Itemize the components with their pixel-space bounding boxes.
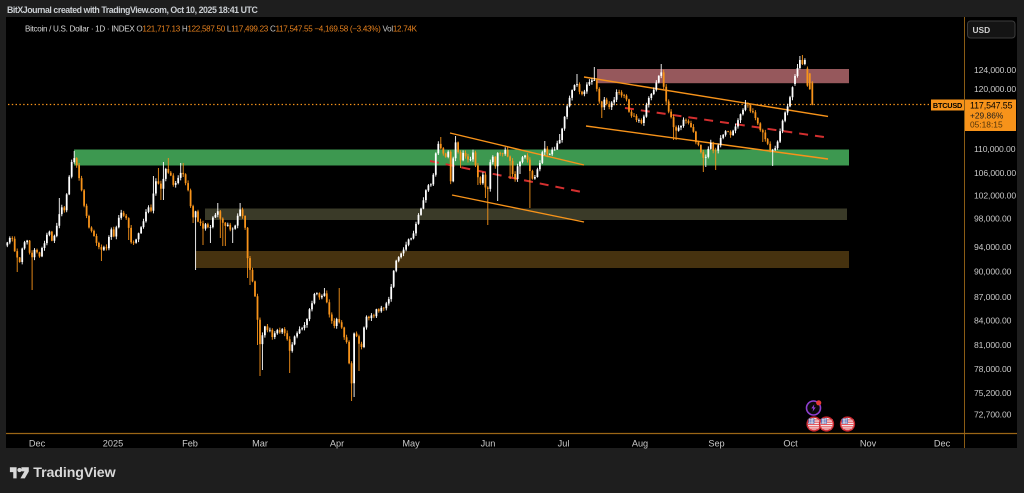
svg-text:72,700.00: 72,700.00 <box>974 410 1012 420</box>
svg-text:2025: 2025 <box>103 438 123 448</box>
svg-text:Aug: Aug <box>632 438 648 448</box>
svg-text:Nov: Nov <box>860 438 877 448</box>
svg-text:Feb: Feb <box>182 438 198 448</box>
svg-text:102,000.00: 102,000.00 <box>974 191 1016 201</box>
svg-text:Jul: Jul <box>558 438 570 448</box>
svg-text:84,000.00: 84,000.00 <box>974 316 1012 326</box>
svg-text:05:18:15: 05:18:15 <box>970 120 1003 130</box>
svg-text:120,000.00: 120,000.00 <box>974 84 1016 94</box>
svg-text:Oct: Oct <box>783 438 798 448</box>
svg-text:Apr: Apr <box>330 438 344 448</box>
svg-text:94,000.00: 94,000.00 <box>974 242 1012 252</box>
svg-text:May: May <box>402 438 420 448</box>
svg-text:75,200.00: 75,200.00 <box>974 388 1012 398</box>
svg-text:Mar: Mar <box>252 438 268 448</box>
svg-text:81,000.00: 81,000.00 <box>974 340 1012 350</box>
svg-text:Dec: Dec <box>934 438 951 448</box>
svg-text:Sep: Sep <box>708 438 724 448</box>
svg-text:106,000.00: 106,000.00 <box>974 168 1016 178</box>
svg-text:Bitcoin / U.S. Dollar · 1D · I: Bitcoin / U.S. Dollar · 1D · INDEX O121,… <box>25 25 418 34</box>
svg-text:Jun: Jun <box>481 438 496 448</box>
svg-text:TradingView: TradingView <box>33 465 116 481</box>
svg-text:117,547.55: 117,547.55 <box>970 101 1013 111</box>
svg-text:+29.86%: +29.86% <box>970 111 1004 121</box>
svg-text:98,000.00: 98,000.00 <box>974 214 1012 224</box>
svg-text:87,000.00: 87,000.00 <box>974 292 1012 302</box>
svg-text:78,000.00: 78,000.00 <box>974 364 1012 374</box>
svg-text:110,000.00: 110,000.00 <box>974 144 1016 154</box>
svg-text:BTCUSD: BTCUSD <box>933 101 962 110</box>
svg-text:90,000.00: 90,000.00 <box>974 266 1012 276</box>
svg-text:124,000.00: 124,000.00 <box>974 65 1016 75</box>
svg-text:BitXJournal created with Tradi: BitXJournal created with TradingView.com… <box>7 5 258 15</box>
svg-text:Dec: Dec <box>29 438 46 448</box>
svg-text:USD: USD <box>973 25 991 35</box>
